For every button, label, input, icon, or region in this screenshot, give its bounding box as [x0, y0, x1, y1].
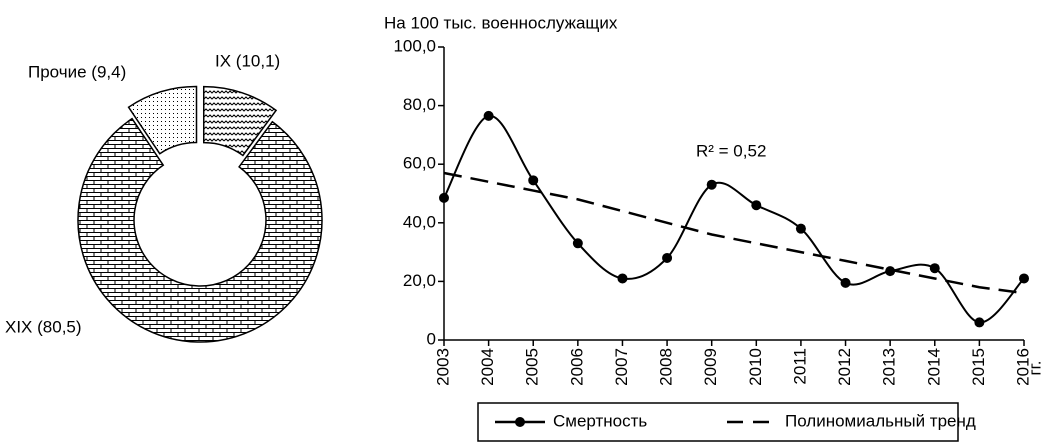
x-tick-label: 2007: [612, 348, 631, 386]
x-tick-label: 2004: [478, 348, 497, 386]
legend-box: [477, 402, 959, 442]
y-tick-label: 20,0: [403, 271, 436, 290]
legend-marker: [515, 417, 525, 427]
legend-label: Смертность: [553, 411, 647, 430]
marker: [662, 252, 673, 263]
y-tick-label: 40,0: [403, 212, 436, 231]
x-tick-label: 2006: [567, 348, 586, 386]
marker: [840, 277, 851, 288]
marker: [929, 263, 940, 274]
marker: [1019, 273, 1029, 284]
marker: [885, 266, 896, 277]
x-tick-label: 2013: [880, 348, 899, 386]
marker: [439, 192, 449, 203]
marker: [528, 175, 539, 186]
x-tick-label: 2012: [835, 348, 854, 386]
x-tick-label: 2003: [433, 348, 452, 386]
donut-slice: [77, 117, 323, 343]
marker: [751, 200, 762, 211]
x-tick-label: 2011: [790, 348, 809, 385]
marker: [483, 110, 494, 121]
x-tick-label: 2015: [969, 348, 988, 386]
marker: [617, 273, 628, 284]
marker: [974, 317, 985, 328]
x-tick-label: 2008: [657, 348, 676, 386]
y-tick-label: 0: [427, 329, 436, 348]
series-line: [443, 171, 1025, 295]
marker: [572, 238, 583, 249]
marker: [706, 179, 717, 190]
donut-slice: [202, 85, 278, 157]
y-tick-label: 60,0: [403, 154, 436, 173]
y-axis-label: На 100 тыс. военнослужащих: [384, 13, 618, 32]
x-tick-label: 2010: [746, 348, 765, 386]
annotation: R² = 0,52: [696, 141, 766, 160]
y-tick-label: 80,0: [403, 95, 436, 114]
slice-label: Прочие (9,4): [28, 62, 126, 81]
x-tick-label: 2009: [701, 348, 720, 386]
legend-label: Полиномиальный тренд: [785, 411, 976, 430]
x-tick-label: 2005: [523, 348, 542, 386]
x-tick-label: 2016: [1013, 348, 1032, 386]
x-tick-label: 2014: [924, 348, 943, 386]
x-unit: гг.: [1025, 360, 1044, 375]
marker: [795, 223, 806, 234]
slice-label: IX (10,1): [215, 51, 280, 70]
donut-slice: [127, 85, 198, 155]
slice-label: XIX (80,5): [5, 317, 82, 336]
y-tick-label: 100,0: [393, 36, 436, 55]
